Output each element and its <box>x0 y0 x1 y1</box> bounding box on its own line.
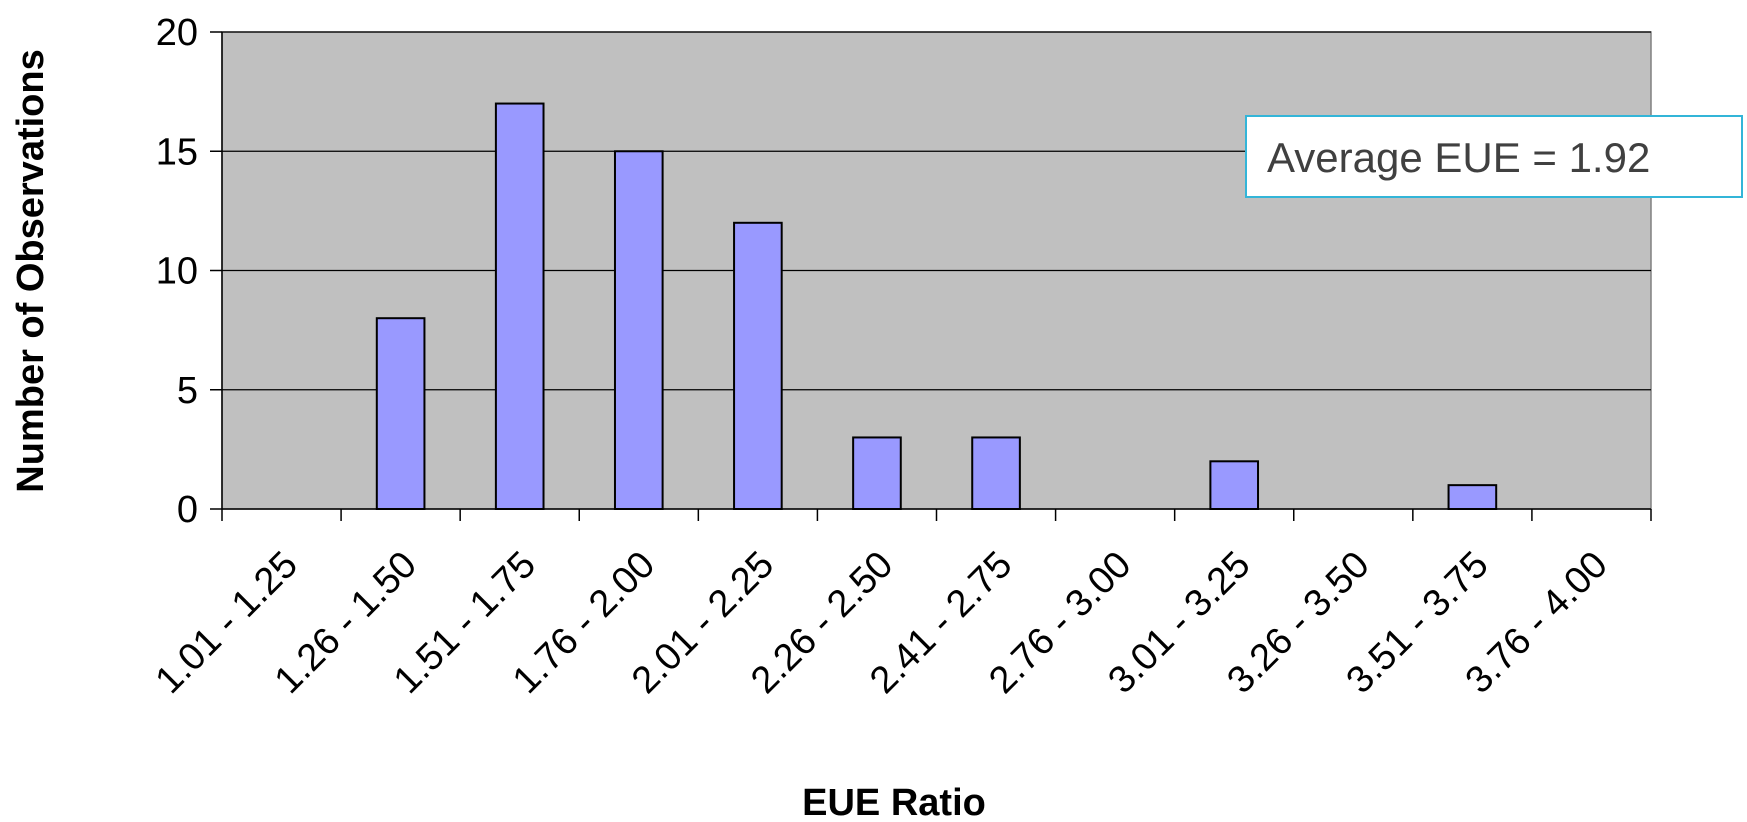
annotation-box <box>1245 115 1743 198</box>
bar <box>613 150 664 510</box>
bar <box>1209 460 1260 510</box>
y-axis-title: Number of Observations <box>10 49 52 492</box>
bar <box>375 317 426 511</box>
bar <box>1447 484 1498 510</box>
y-tick-label: 15 <box>156 131 198 173</box>
bar <box>733 221 783 511</box>
average-annotation: Average EUE = 1.92 <box>1245 115 1743 198</box>
x-axis-title: EUE Ratio <box>802 782 986 822</box>
annotation-text: Average EUE = 1.92 <box>1267 134 1650 181</box>
bar <box>971 436 1021 511</box>
y-tick-label: 10 <box>156 251 198 293</box>
y-tick-label: 20 <box>156 12 198 54</box>
y-axis: 0 5 10 15 20 <box>156 12 223 531</box>
bar <box>494 102 545 511</box>
y-tick-label: 0 <box>177 489 198 531</box>
x-axis: 1.01 - 1.251.26 - 1.501.51 - 1.751.76 - … <box>148 508 1652 702</box>
gridlines <box>222 31 1651 391</box>
bar <box>852 436 902 511</box>
y-tick-label: 5 <box>177 370 198 412</box>
